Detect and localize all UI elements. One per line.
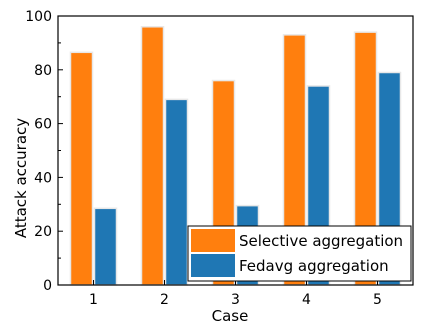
x-tick-label: 4: [302, 292, 311, 308]
x-tick-label: 5: [373, 292, 382, 308]
legend-label-fedavg: Fedavg aggregation: [239, 257, 389, 275]
legend-label-selective: Selective aggregation: [239, 232, 403, 250]
y-tick-label: 40: [34, 170, 52, 186]
bar-selective-case-1: [69, 51, 94, 286]
y-tick-label: 60: [34, 117, 52, 133]
y-tick-label: 0: [43, 278, 52, 294]
x-axis-label: Case: [212, 307, 249, 324]
legend-swatch-fedavg: [191, 254, 235, 277]
x-tick-label: 3: [231, 292, 240, 308]
legend: Selective aggregation Fedavg aggregation: [187, 225, 412, 282]
bar-fedavg-case-1: [93, 207, 118, 286]
y-tick-label: 20: [34, 224, 52, 240]
legend-swatch-selective: [191, 229, 235, 252]
y-axis-label: Attack accuracy: [12, 118, 30, 238]
y-tick-label: 80: [34, 63, 52, 79]
bar-selective-case-2: [140, 26, 165, 286]
x-tick-label: 1: [89, 292, 98, 308]
x-tick-label: 2: [160, 292, 169, 308]
axes-layer: 0 20 40 60 80 100 1 2 3 4 5: [25, 9, 414, 308]
bar-fedavg-case-2: [164, 98, 189, 286]
y-tick-label: 100: [25, 9, 52, 25]
